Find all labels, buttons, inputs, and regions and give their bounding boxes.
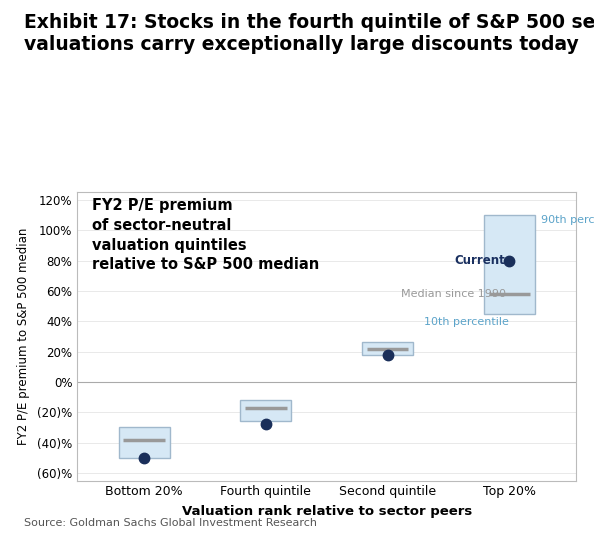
Text: Median since 1990: Median since 1990: [400, 289, 505, 299]
Text: 10th percentile: 10th percentile: [424, 317, 509, 327]
Bar: [484, 215, 535, 313]
Text: valuations carry exceptionally large discounts today: valuations carry exceptionally large dis…: [24, 35, 579, 54]
Text: Current: Current: [455, 254, 505, 267]
Y-axis label: FY2 P/E premium to S&P 500 median: FY2 P/E premium to S&P 500 median: [17, 227, 30, 445]
Bar: [362, 342, 413, 355]
Text: FY2 P/E premium
of sector-neutral
valuation quintiles
relative to S&P 500 median: FY2 P/E premium of sector-neutral valuat…: [92, 198, 320, 272]
Bar: [241, 400, 292, 421]
X-axis label: Valuation rank relative to sector peers: Valuation rank relative to sector peers: [182, 505, 472, 519]
Text: Exhibit 17: Stocks in the fourth quintile of S&P 500 sector: Exhibit 17: Stocks in the fourth quintil…: [24, 13, 594, 33]
Text: Source: Goldman Sachs Global Investment Research: Source: Goldman Sachs Global Investment …: [24, 517, 317, 528]
Text: 90th percentile: 90th percentile: [541, 215, 594, 225]
Bar: [119, 428, 170, 458]
